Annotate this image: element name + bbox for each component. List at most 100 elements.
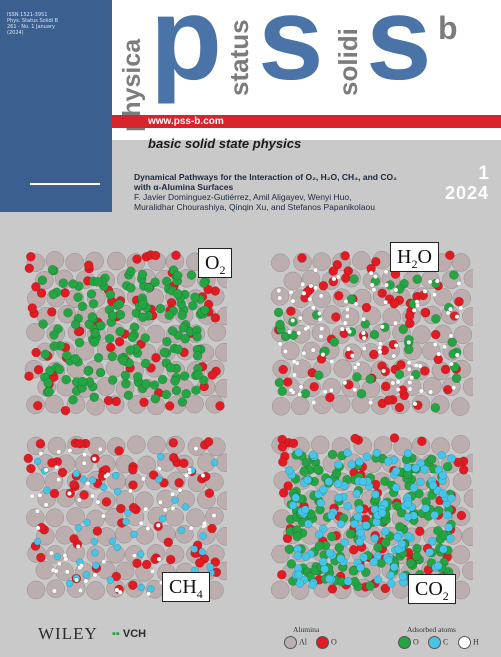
h-atom bbox=[456, 281, 462, 286]
c-atom bbox=[318, 524, 328, 533]
o-atom bbox=[174, 478, 184, 488]
c-atom bbox=[411, 463, 420, 473]
c-atom bbox=[99, 483, 108, 492]
h-atom bbox=[406, 366, 412, 372]
h-atom bbox=[74, 577, 80, 583]
h-atom bbox=[451, 385, 457, 391]
c-atom bbox=[314, 530, 324, 539]
adsorbed-o-atom bbox=[125, 345, 135, 355]
adsorbed-o-atom bbox=[149, 380, 160, 390]
h-atom bbox=[377, 341, 383, 347]
c-atom bbox=[373, 575, 383, 585]
o-atom bbox=[168, 452, 179, 463]
h-atom bbox=[156, 466, 162, 472]
c-atom bbox=[304, 519, 313, 529]
h-atom bbox=[193, 446, 199, 452]
adsorbed-o-atom bbox=[380, 537, 391, 548]
adsorbed-o-atom bbox=[431, 314, 441, 324]
o-atom bbox=[101, 497, 112, 507]
al-atom bbox=[462, 561, 473, 580]
o-atom bbox=[148, 470, 159, 480]
h-atom bbox=[90, 493, 95, 499]
c-atom bbox=[386, 570, 395, 580]
al-atom bbox=[216, 527, 227, 546]
cover-side-band bbox=[0, 0, 112, 212]
h-atom bbox=[92, 572, 98, 578]
logo-letter-p: p bbox=[150, 0, 223, 105]
o-atom bbox=[396, 360, 406, 370]
al-atom bbox=[65, 253, 84, 272]
o-atom bbox=[26, 463, 36, 474]
o-atom bbox=[207, 370, 218, 380]
o-atom bbox=[207, 523, 217, 534]
c-atom bbox=[210, 458, 219, 467]
adsorbed-o-atom bbox=[86, 289, 97, 299]
adsorbed-o-atom bbox=[123, 390, 134, 401]
o-atom bbox=[332, 260, 343, 270]
adsorbed-o-atom bbox=[138, 312, 148, 323]
al-atom bbox=[452, 472, 472, 491]
h-atom bbox=[296, 330, 302, 336]
h-atom bbox=[383, 282, 389, 288]
o-atom bbox=[179, 458, 189, 468]
c-atom bbox=[356, 528, 365, 538]
c-atom bbox=[371, 490, 380, 499]
panel-label-ch4: CH4 bbox=[162, 572, 210, 602]
adsorbed-o-atom bbox=[369, 329, 380, 340]
c-atom bbox=[177, 526, 186, 535]
c-atom bbox=[294, 448, 303, 457]
h-atom bbox=[301, 290, 307, 296]
issn-line: Phys. Status Solidi B bbox=[7, 18, 59, 24]
h-atom bbox=[290, 298, 296, 304]
al-atom bbox=[312, 252, 331, 271]
adsorbed-o-atom bbox=[61, 374, 71, 385]
o-atom bbox=[405, 318, 415, 329]
h-atom bbox=[361, 345, 367, 351]
o-atom bbox=[288, 438, 299, 449]
h-atom bbox=[307, 296, 313, 302]
al-atom bbox=[312, 289, 331, 308]
adsorbed-o-atom bbox=[300, 388, 311, 399]
adsorbed-o-atom bbox=[170, 376, 180, 386]
o-atom bbox=[75, 438, 85, 449]
o-atom bbox=[27, 303, 38, 313]
al-atom bbox=[451, 545, 471, 564]
adsorbed-o-atom bbox=[200, 305, 210, 315]
c-atom bbox=[361, 521, 371, 530]
o-atom bbox=[36, 552, 46, 563]
o-atom bbox=[116, 503, 126, 514]
c-atom bbox=[334, 460, 343, 469]
h-atom bbox=[282, 348, 288, 354]
c-atom bbox=[425, 547, 434, 557]
al-atom bbox=[147, 435, 166, 455]
o-atom bbox=[283, 481, 293, 491]
h-atom bbox=[414, 363, 420, 368]
adsorbed-o-atom bbox=[104, 333, 115, 344]
adsorbed-o-atom bbox=[346, 294, 357, 305]
h-atom bbox=[393, 343, 399, 348]
o-atom bbox=[165, 554, 176, 565]
h-atom bbox=[331, 276, 337, 282]
al-atom bbox=[333, 359, 352, 378]
h-atom bbox=[432, 342, 438, 347]
adsorbed-o-atom bbox=[150, 277, 160, 288]
c-atom bbox=[199, 532, 207, 540]
h-atom bbox=[406, 360, 412, 366]
adsorbed-o-atom bbox=[356, 389, 367, 399]
o-atom bbox=[47, 307, 57, 317]
adsorbed-o-atom bbox=[161, 389, 172, 400]
c-atom bbox=[113, 488, 122, 496]
h-atom bbox=[177, 487, 183, 493]
journal-url[interactable]: www.pss-b.com bbox=[148, 116, 224, 127]
adsorbed-o-atom bbox=[327, 449, 338, 460]
h-atom bbox=[156, 556, 162, 562]
c-atom bbox=[403, 463, 413, 472]
al-atom bbox=[186, 508, 205, 527]
adsorbed-o-atom bbox=[348, 566, 359, 576]
al-atom bbox=[135, 526, 155, 545]
adsorbed-o-atom bbox=[68, 279, 78, 289]
adsorbed-o-atom bbox=[299, 466, 309, 477]
h-atom bbox=[146, 591, 152, 597]
c-atom bbox=[409, 483, 419, 492]
adsorbed-o-atom bbox=[118, 355, 129, 366]
